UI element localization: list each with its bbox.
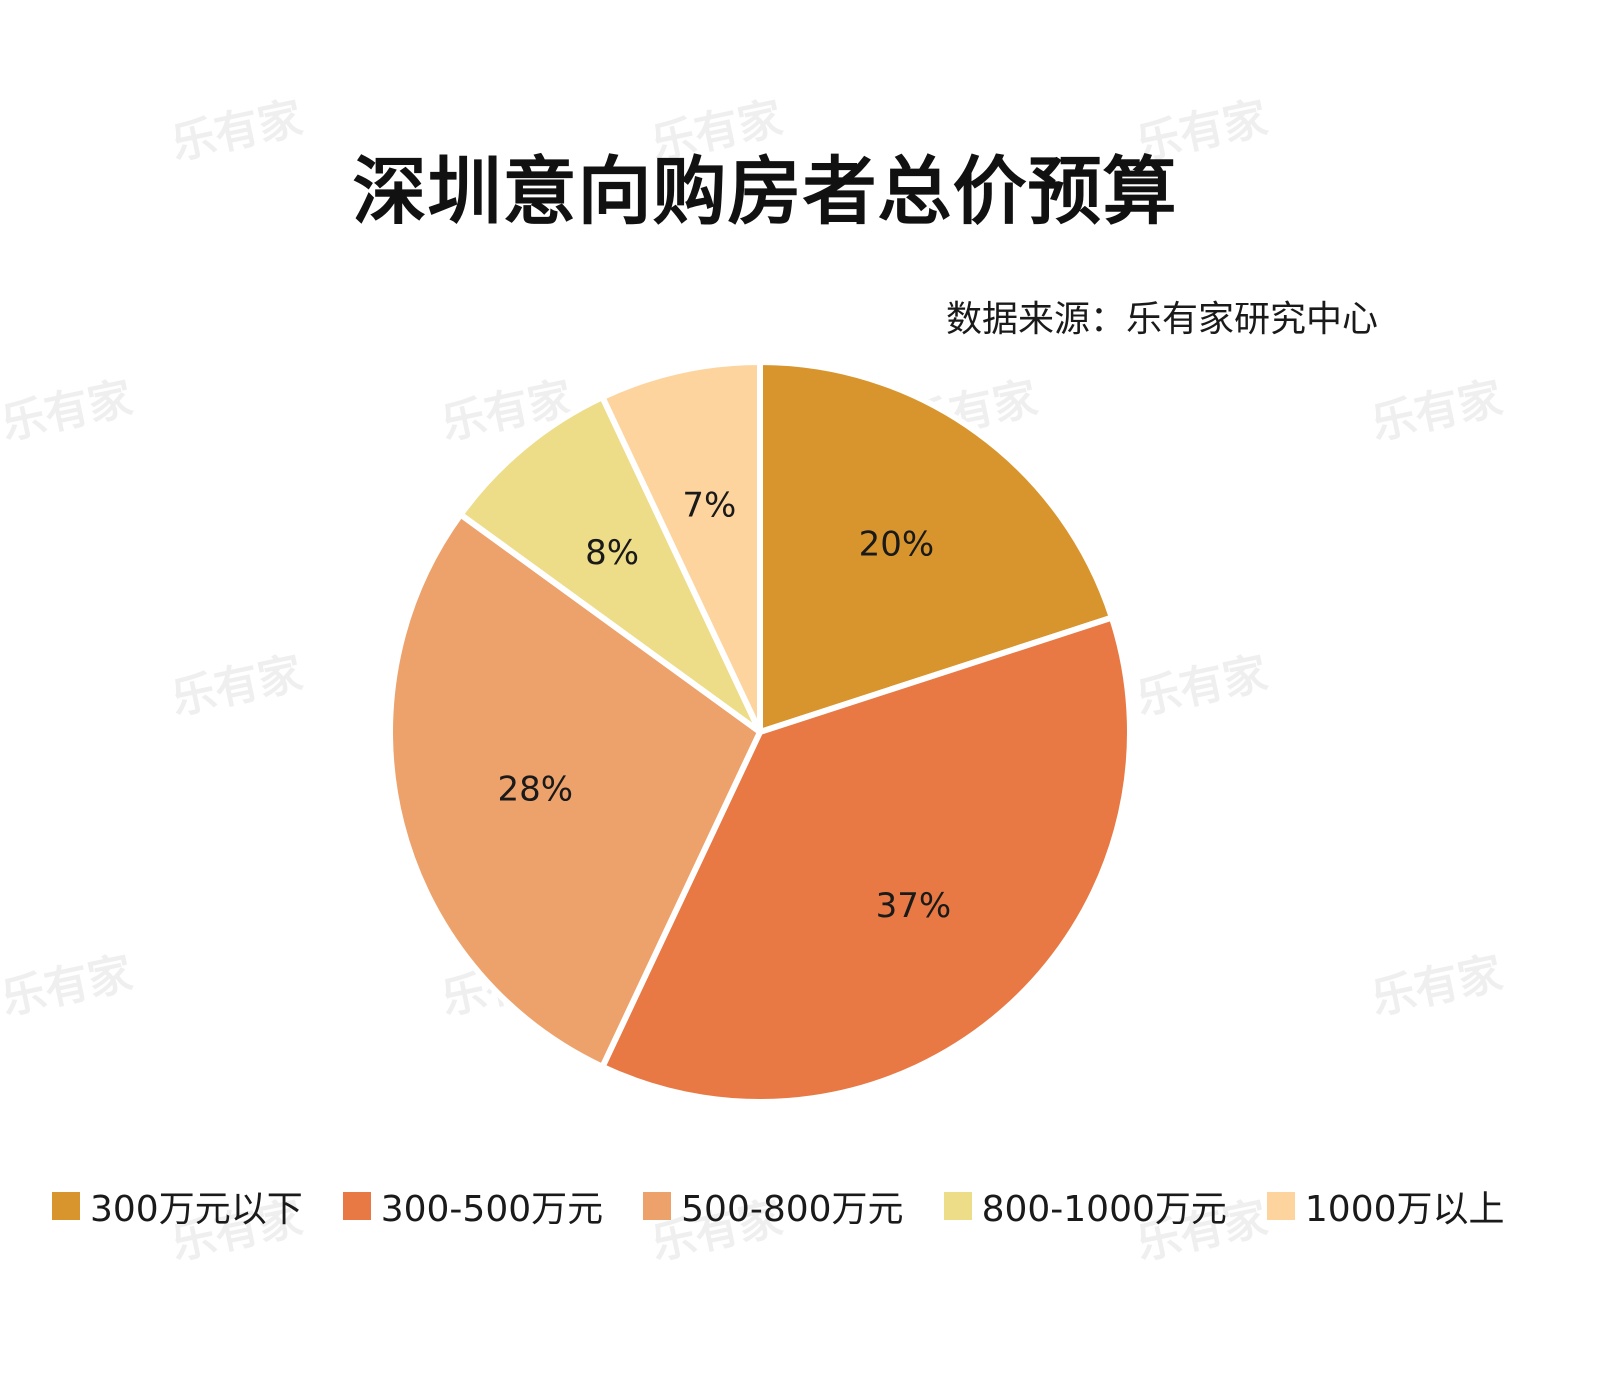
pie-slice-over-1000	[599, 359, 763, 735]
legend-item-500-800: 500-800万元	[643, 1180, 904, 1232]
pie-slice-500-800	[387, 511, 763, 1070]
legend-swatch	[1266, 1192, 1295, 1220]
pie-slices	[387, 359, 1133, 1105]
data-label-300-500: 37%	[876, 886, 952, 926]
data-label-800-1000: 8%	[585, 533, 639, 573]
legend-label: 300-500万元	[380, 1189, 604, 1230]
legend-swatch	[943, 1192, 972, 1220]
legend-label: 800-1000万元	[981, 1189, 1227, 1230]
legend-label: 500-800万元	[681, 1189, 904, 1230]
legend-swatch	[342, 1192, 371, 1220]
legend-swatch	[643, 1192, 672, 1220]
data-source: 数据来源：乐有家研究中心	[945, 299, 1378, 340]
legend-item-under-300: 300万元以下	[52, 1180, 303, 1232]
data-label-under-300: 20%	[859, 524, 935, 564]
legend-label: 300万元以下	[90, 1189, 303, 1230]
pie-slice-800-1000	[457, 394, 763, 735]
legend-item-over-1000: 1000万以上	[1266, 1180, 1505, 1232]
chart-title: 深圳意向购房者总价预算	[352, 149, 1178, 235]
data-label-500-800: 28%	[497, 770, 573, 810]
pie-slice-300-500	[599, 614, 1133, 1105]
legend-item-800-1000: 800-1000万元	[943, 1180, 1227, 1232]
legend-item-300-500: 300-500万元	[342, 1180, 604, 1232]
pie-slice-under-300	[757, 359, 1115, 735]
data-label-over-1000: 7%	[682, 486, 736, 526]
legend-label: 1000万以上	[1304, 1189, 1505, 1230]
legend-swatch	[52, 1192, 80, 1220]
legend: 300万元以下 300-500万元 500-800万元 800-1000万元 1000万…	[52, 1180, 1505, 1232]
pie-data-labels: 20% 37% 28% 8% 7%	[497, 486, 951, 926]
